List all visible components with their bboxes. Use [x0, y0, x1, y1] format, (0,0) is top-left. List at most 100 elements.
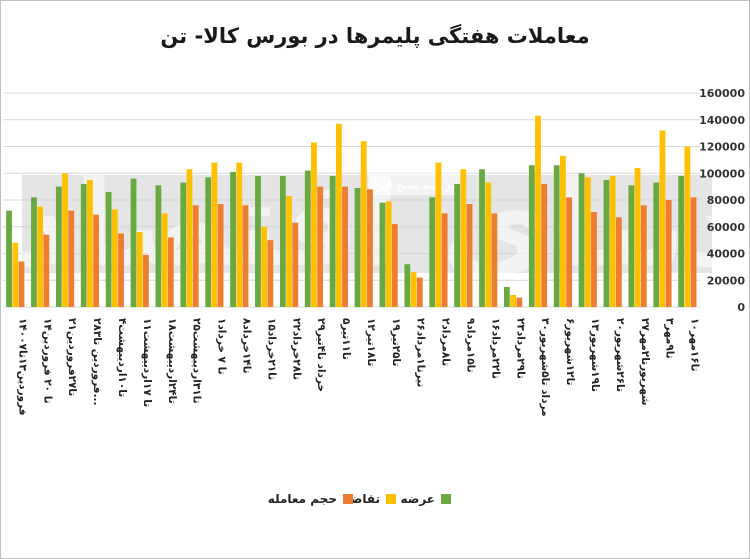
y-tick-label: 100000 [699, 167, 745, 180]
bar-2 [62, 173, 68, 307]
chart-title: معاملات هفتگی پلیمرها در بورس کالا- تن [160, 23, 589, 48]
bar-3 [541, 183, 548, 307]
bar-1 [429, 197, 436, 307]
bar-1 [205, 177, 212, 307]
legend-label: عرضه [400, 492, 435, 506]
bar-3 [93, 214, 100, 307]
bar-3 [68, 210, 75, 307]
y-tick-label: 40000 [707, 248, 746, 261]
y-tick-label: 20000 [707, 274, 746, 287]
bar-1 [628, 185, 635, 307]
bar-1 [603, 179, 610, 307]
bar-2 [460, 169, 467, 307]
x-tick-label: ۲۲تا۲۸خرداد [290, 318, 302, 380]
x-tick-label: ۲۶تیرتا۱مرداد [415, 318, 427, 387]
bar-3 [267, 240, 274, 307]
legend-label: حجم معامله [268, 492, 337, 506]
bar-1 [180, 182, 187, 307]
legend-swatch [441, 494, 451, 504]
bar-2 [360, 141, 367, 307]
x-tick-label: ۶تا۱۲شهریور [564, 318, 576, 386]
bar-3 [441, 213, 448, 307]
bar-1 [528, 165, 535, 307]
bar-3 [466, 204, 473, 307]
bar-1 [279, 175, 286, 307]
bar-1 [155, 185, 162, 307]
bar-3 [591, 212, 597, 307]
bar-2 [584, 177, 591, 307]
bar-1 [130, 178, 137, 307]
x-tick-label: ۲۹خرداد تا۴تیر [315, 318, 327, 392]
bar-2 [211, 162, 218, 307]
x-tick-label: ۱۰تا۱۶مهر [689, 318, 701, 372]
x-tick-label: ۱تا ۷ خرداد [216, 318, 228, 375]
bar-1 [255, 175, 261, 307]
bar-3 [317, 186, 324, 307]
bar-2 [136, 232, 143, 307]
legend-swatch [343, 494, 353, 504]
bar-3 [491, 213, 498, 307]
x-tick-label: ۲۷شهریورتا۲مهر [639, 318, 651, 405]
x-tick-label: ۹تا۱۵مرداد [465, 318, 477, 373]
bar-1 [230, 171, 236, 307]
bar-3 [18, 261, 25, 307]
bar-3 [367, 189, 373, 307]
bar-2 [286, 195, 292, 307]
y-tick-label: 80000 [707, 194, 746, 207]
bar-3 [143, 254, 149, 307]
x-tick-label: ۲۵تا۳۱اردیبهشت [191, 318, 203, 404]
bar-2 [236, 162, 243, 307]
bar-2 [559, 155, 566, 307]
x-axis: ۱۴۰۰فروردین۱۳تا۷ ۱۴تا ۲۰ فروردین ۲۱تا۲۷فرو… [16, 318, 700, 417]
bar-2 [410, 272, 417, 307]
x-tick-label: ۱۱تا ۱۷اردیبهشت [141, 318, 153, 407]
bar-1 [354, 187, 361, 307]
x-tick-label: ۱۴تا ۲۰ فروردین [41, 318, 53, 404]
x-tick-label: ۱۳تا۱۹شهریور [589, 318, 601, 392]
bar-3 [292, 222, 299, 307]
bar-3 [167, 237, 174, 307]
bar-1 [553, 165, 560, 307]
bar-2 [186, 169, 193, 307]
x-tick-label: ۵تا۱۱تیر [340, 318, 352, 360]
bar-1 [80, 183, 87, 307]
bar-1 [105, 191, 112, 307]
x-tick-label: ۲۰تا۲۶شهریور [614, 318, 626, 392]
bar-1 [479, 169, 485, 307]
x-tick-label: ۱۴۰۰فروردین۱۳تا۷ [16, 318, 28, 416]
bar-2 [609, 175, 616, 307]
bar-2 [535, 115, 541, 307]
x-tick-label: ۲۸فروردین تا۳... [91, 318, 103, 406]
bar-2 [510, 294, 517, 307]
bar-1 [653, 182, 660, 307]
x-tick-label: ۴تا۱۰اردیبهشت [116, 318, 128, 397]
bar-3 [690, 197, 697, 307]
x-tick-label: ۱۶تا۲۲مرداد [489, 318, 501, 379]
bar-2 [684, 146, 691, 307]
bar-2 [485, 182, 492, 307]
bar-1 [31, 197, 37, 307]
bar-3 [217, 204, 224, 307]
bar-3 [516, 297, 523, 307]
y-axis: 0 20000 40000 60000 80000 100000 120000 140000 1… [699, 87, 745, 314]
bar-3 [615, 217, 622, 307]
bar-2 [37, 206, 44, 307]
y-tick-label: 160000 [699, 87, 745, 100]
bar-1 [304, 170, 311, 307]
bar-1 [55, 186, 62, 307]
legend-label: تقاضا [346, 492, 380, 506]
bar-2 [335, 123, 342, 307]
y-tick-label: 0 [737, 301, 745, 314]
legend: عرضه تقاضا حجم معامله [268, 492, 451, 506]
x-tick-label: ۱۸تا۲۴اردیبهشت [166, 318, 178, 404]
bar-1 [504, 286, 510, 307]
x-tick-label: ۱۲تا۱۸تیر [365, 318, 377, 366]
bar-3 [118, 233, 124, 307]
bar-2 [385, 201, 392, 307]
x-tick-label: ۲۳تا۲۹مرداد [514, 318, 526, 379]
watermark-caption: روزنامه صبح ایران [364, 179, 464, 192]
bar-3 [665, 200, 672, 307]
bar-2 [87, 179, 93, 307]
bar-1 [454, 183, 461, 307]
bar-1 [329, 175, 336, 307]
